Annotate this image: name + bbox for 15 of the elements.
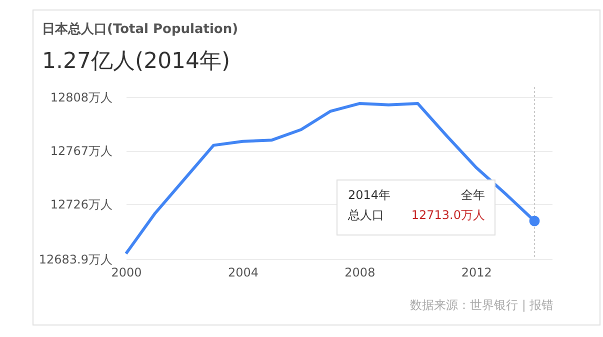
annotation: 总人口 <box>347 208 384 222</box>
x-tick-label: 2000 <box>111 266 142 280</box>
y-tick-label: 12726万人 <box>50 198 112 212</box>
annotation: 2014年 <box>348 188 391 202</box>
annotation: 全年 <box>461 188 485 202</box>
chart-subtitle: 1.27亿人(2014年) <box>42 49 230 74</box>
annotation: 12713.0万人 <box>411 208 485 222</box>
source-note: 数据来源：世界银行 | 报错 <box>410 298 554 312</box>
chart-title: 日本总人口(Total Population) <box>42 21 238 37</box>
y-tick-label: 12683.9万人 <box>38 252 112 266</box>
x-tick-label: 2008 <box>344 266 376 280</box>
x-tick-label: 2004 <box>228 266 258 280</box>
y-tick-label: 12767万人 <box>50 144 112 158</box>
y-tick-label: 12808万人 <box>50 90 112 104</box>
x-tick-label: 2012 <box>461 266 492 280</box>
